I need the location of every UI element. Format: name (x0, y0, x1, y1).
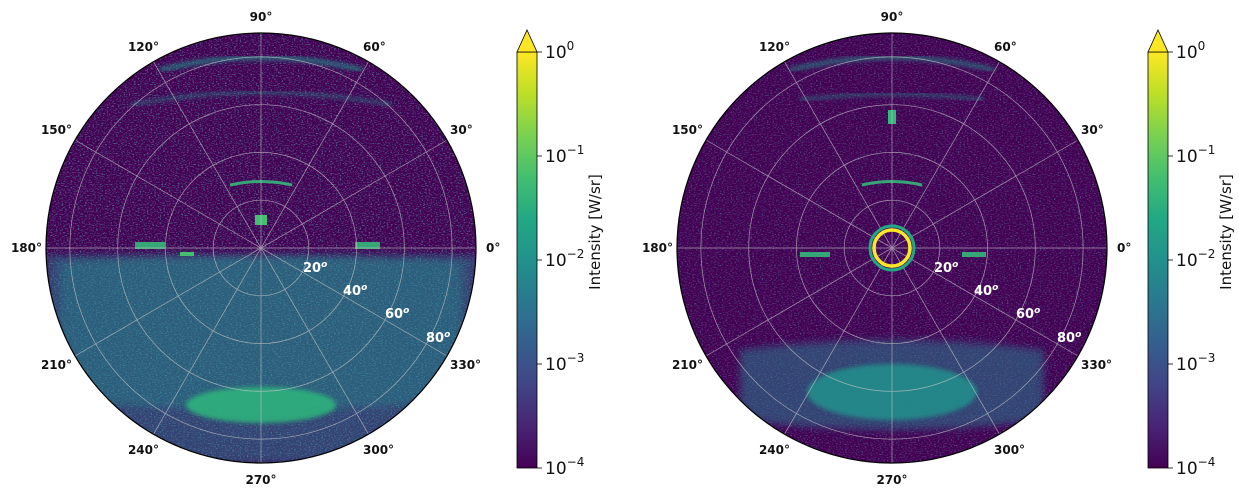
cb-right-tick-2: 10−2 (1176, 247, 1215, 271)
radial-label-40: 40o (974, 283, 998, 299)
angle-label-0: 0° (486, 241, 500, 255)
radial-label-40: 40o (343, 283, 367, 299)
zenith-ring (872, 228, 912, 268)
radial-label-80: 80o (1057, 330, 1081, 346)
grid-right (677, 33, 1107, 463)
colorbar-right-gradient (1147, 51, 1169, 469)
cb-left-tick-2: 10−2 (545, 247, 584, 271)
angle-label-60: 60° (994, 40, 1017, 54)
radial-label-20: 20o (934, 260, 958, 276)
angle-label-240: 240° (128, 443, 159, 457)
angle-label-210: 210° (672, 358, 703, 372)
radial-label-60: 60o (385, 306, 409, 322)
angle-label-240: 240° (759, 443, 790, 457)
angle-label-330: 330° (1081, 358, 1112, 372)
cb-left-tick-1: 10−1 (545, 143, 584, 167)
colorbar-right-ticks (1168, 51, 1173, 469)
colorbar-left-label: Intensity [W/sr] (586, 174, 604, 290)
angle-label-270: 270° (876, 473, 907, 487)
angle-label-210: 210° (41, 358, 72, 372)
colorbar-right: 100 10−1 10−2 10−3 10−4 Intensity [W/sr] (1147, 29, 1235, 479)
angular-ticks-right: 0° 30° 60° 90° 120° 150° 180° 210° 240° … (642, 10, 1131, 487)
radial-label-20: 20o (303, 260, 327, 276)
colorbar-right-extend-arrow (1147, 29, 1169, 53)
polar-frame-left (45, 32, 477, 464)
angle-label-300: 300° (994, 443, 1025, 457)
colorbar-left-gradient (516, 51, 538, 469)
colorbar-right-ticklabels: 100 10−1 10−2 10−3 10−4 (1176, 39, 1215, 479)
radial-ticks-right: 20o 40o 60o 80o (934, 260, 1081, 346)
grid-left (46, 33, 476, 463)
angle-label-30: 30° (450, 123, 473, 137)
cb-left-tick-3: 10−3 (545, 351, 584, 375)
angle-label-90: 90° (881, 10, 904, 24)
cb-right-tick-0: 100 (1176, 39, 1205, 63)
polar-plot-right: 0° 30° 60° 90° 120° 150° 180° 210° 240° … (642, 10, 1131, 487)
angle-label-180: 180° (642, 241, 673, 255)
angle-label-90: 90° (250, 10, 273, 24)
polar-plot-left: 0° 30° 60° 90° 120° 150° 180° 210° 240° … (11, 10, 500, 487)
colorbar-left-extend-arrow (516, 29, 538, 53)
cb-right-tick-4: 10−4 (1176, 455, 1215, 479)
angle-label-0: 0° (1117, 241, 1131, 255)
colorbar-right-label: Intensity [W/sr] (1217, 174, 1235, 290)
colorbar-left: 100 10−1 10−2 10−3 10−4 Intensity [W/sr] (516, 29, 604, 479)
angle-label-150: 150° (41, 123, 72, 137)
radial-label-60: 60o (1016, 306, 1040, 322)
angle-label-60: 60° (363, 40, 386, 54)
cb-left-tick-4: 10−4 (545, 455, 584, 479)
angle-label-270: 270° (245, 473, 276, 487)
colorbar-left-ticks (537, 51, 542, 469)
cb-right-tick-1: 10−1 (1176, 143, 1215, 167)
angle-label-150: 150° (672, 123, 703, 137)
cb-left-tick-0: 100 (545, 39, 574, 63)
angular-ticks-left: 0° 30° 60° 90° 120° 150° 180° 210° 240° … (11, 10, 500, 487)
cb-right-tick-3: 10−3 (1176, 351, 1215, 375)
angle-label-330: 330° (450, 358, 481, 372)
angle-label-180: 180° (11, 241, 42, 255)
polar-frame-right (676, 32, 1108, 464)
angle-label-30: 30° (1081, 123, 1104, 137)
radial-label-80: 80o (426, 330, 450, 346)
angle-label-120: 120° (759, 40, 790, 54)
angle-label-120: 120° (128, 40, 159, 54)
zenith-ring-outer (868, 224, 916, 272)
colorbar-left-ticklabels: 100 10−1 10−2 10−3 10−4 (545, 39, 584, 479)
radial-ticks-left: 20o 40o 60o 80o (303, 260, 450, 346)
angle-label-300: 300° (363, 443, 394, 457)
